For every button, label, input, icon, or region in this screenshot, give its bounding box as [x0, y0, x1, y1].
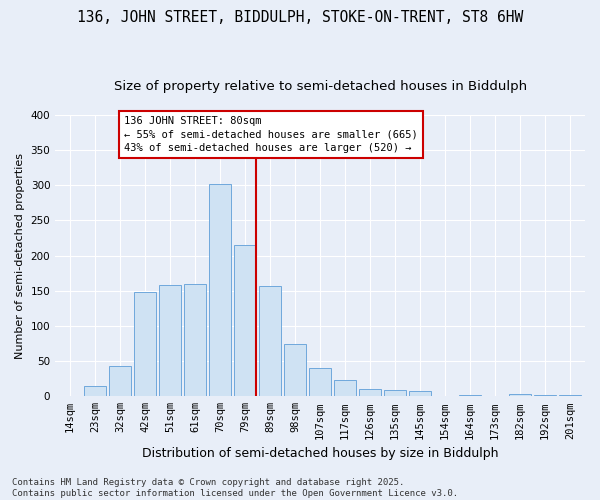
- Bar: [559, 395, 581, 396]
- Bar: [209, 184, 232, 396]
- Bar: [334, 380, 356, 396]
- Bar: [284, 344, 307, 396]
- Bar: [384, 390, 406, 396]
- Bar: [309, 368, 331, 396]
- Bar: [534, 395, 556, 396]
- Bar: [109, 366, 131, 396]
- Bar: [184, 284, 206, 397]
- Text: 136 JOHN STREET: 80sqm
← 55% of semi-detached houses are smaller (665)
43% of se: 136 JOHN STREET: 80sqm ← 55% of semi-det…: [124, 116, 418, 153]
- Bar: [359, 390, 382, 396]
- Bar: [409, 390, 431, 396]
- Text: Contains HM Land Registry data © Crown copyright and database right 2025.
Contai: Contains HM Land Registry data © Crown c…: [12, 478, 458, 498]
- Bar: [259, 286, 281, 397]
- Title: Size of property relative to semi-detached houses in Biddulph: Size of property relative to semi-detach…: [113, 80, 527, 93]
- Bar: [134, 292, 157, 397]
- Bar: [234, 245, 256, 396]
- Bar: [84, 386, 106, 396]
- Bar: [509, 394, 531, 396]
- X-axis label: Distribution of semi-detached houses by size in Biddulph: Distribution of semi-detached houses by …: [142, 447, 499, 460]
- Bar: [459, 395, 481, 396]
- Y-axis label: Number of semi-detached properties: Number of semi-detached properties: [15, 152, 25, 358]
- Bar: [159, 285, 181, 397]
- Text: 136, JOHN STREET, BIDDULPH, STOKE-ON-TRENT, ST8 6HW: 136, JOHN STREET, BIDDULPH, STOKE-ON-TRE…: [77, 10, 523, 25]
